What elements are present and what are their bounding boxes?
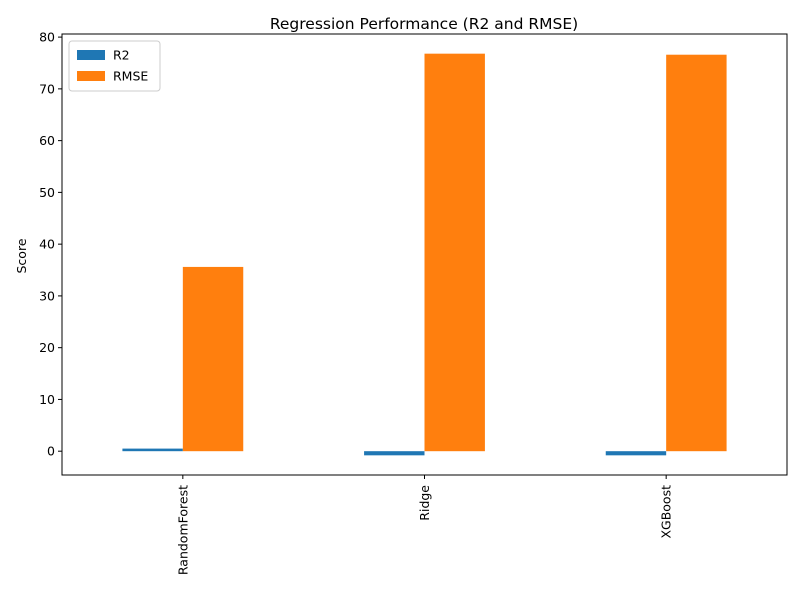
y-axis-label: Score [14,238,29,273]
y-tick-label: 70 [39,81,55,96]
y-tick-label: 60 [39,133,55,148]
bar-r2-randomforest [122,448,183,452]
legend-swatch-rmse [77,71,105,81]
y-tick-label: 30 [39,288,55,303]
bar-rmse-xgboost [666,54,727,452]
y-tick-label: 40 [39,237,55,252]
legend: R2 RMSE [68,40,161,92]
y-tick-label: 10 [39,392,55,407]
axes-frame [61,33,788,476]
chart-title: Regression Performance (R2 and RMSE) [270,15,578,33]
x-tick-label: Ridge [417,485,432,521]
bar-r2-xgboost [605,451,667,456]
legend-label-r2: R2 [113,48,130,63]
y-tick-label: 20 [39,340,55,355]
bar-rmse-randomforest [182,266,244,452]
legend-swatch-r2 [77,50,105,60]
x-tick-label: RandomForest [175,485,190,575]
y-tick-label: 0 [47,444,55,459]
bar-rmse-ridge [424,53,485,452]
y-tick-label: 80 [39,30,55,45]
bar-r2-ridge [364,451,425,456]
y-tick-label: 50 [39,185,55,200]
legend-label-rmse: RMSE [113,69,148,84]
x-tick-label: XGBoost [659,485,674,539]
plot-area: 0 10 20 30 40 50 60 70 80 RandomForest Ridge XGBoos… [39,30,788,575]
